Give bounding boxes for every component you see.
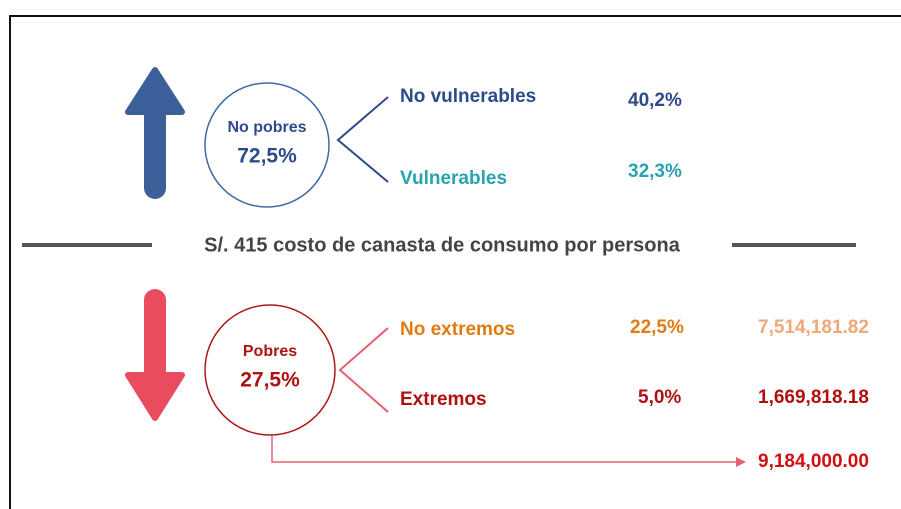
branch-value: 22,5% [630, 317, 684, 338]
branch-label: No extremos [400, 319, 515, 340]
branch-label: No vulnerables [400, 86, 536, 107]
branch-value: 32,3% [628, 161, 682, 182]
down-arrow-head [125, 372, 185, 421]
circle-no-pobres [204, 82, 330, 208]
branch-amount: 7,514,181.82 [758, 317, 869, 338]
frame [9, 15, 901, 509]
branch [336, 96, 389, 183]
branch-label: Vulnerables [400, 168, 507, 189]
total-amount: 9,184,000.00 [758, 451, 869, 472]
divider-text: S/. 415 costo de canasta de consumo por … [204, 234, 681, 256]
branch-value: 5,0% [638, 387, 681, 408]
total-arrow-head [736, 457, 746, 467]
branch-value: 40,2% [628, 90, 682, 111]
circle-label: Pobres [243, 343, 297, 360]
circle-value: 72,5% [237, 145, 297, 168]
branch-amount: 1,669,818.18 [758, 387, 869, 408]
circle-label: No pobres [227, 119, 306, 136]
branch [338, 327, 389, 413]
up-arrow-head [125, 67, 185, 115]
total-connector [271, 435, 738, 463]
circle-pobres [204, 304, 336, 436]
circle-value: 27,5% [240, 369, 300, 392]
branch-label: Extremos [400, 389, 487, 410]
